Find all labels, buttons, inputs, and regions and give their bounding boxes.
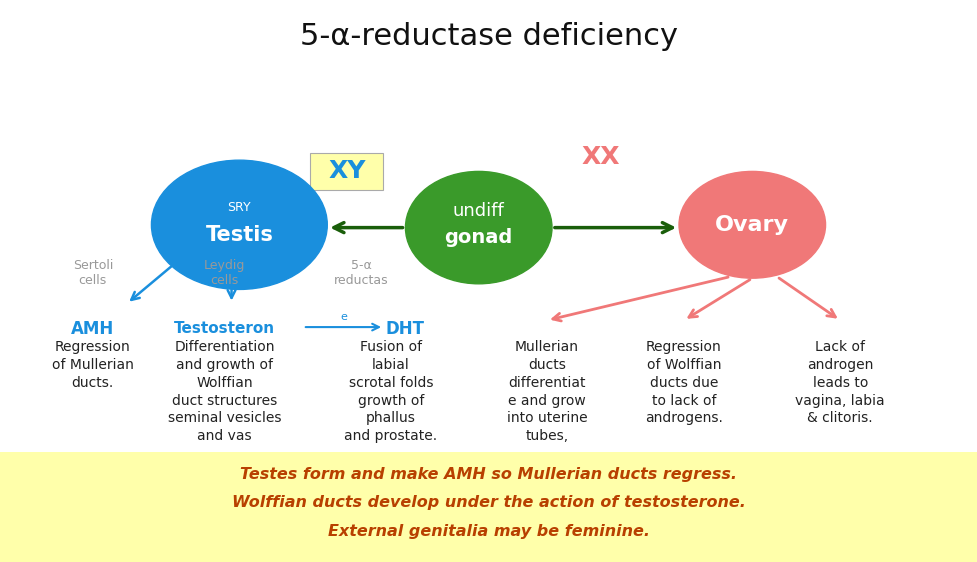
Text: gonad: gonad (445, 228, 513, 247)
Ellipse shape (679, 171, 826, 278)
Text: DHT: DHT (386, 320, 425, 338)
Text: Leydig
cells: Leydig cells (204, 259, 245, 287)
Text: Lack of
androgen
leads to
vagina, labia
& clitoris.: Lack of androgen leads to vagina, labia … (795, 340, 885, 425)
Text: e: e (340, 312, 347, 322)
Text: External genitalia may be feminine.: External genitalia may be feminine. (327, 524, 650, 538)
Text: 5-α
reductas: 5-α reductas (334, 259, 389, 287)
Text: Sertoli
cells: Sertoli cells (72, 259, 113, 287)
Text: Testis: Testis (205, 225, 274, 245)
Text: AMH: AMH (71, 320, 114, 338)
Text: Regression
of Wolffian
ducts due
to lack of
androgens.: Regression of Wolffian ducts due to lack… (645, 340, 723, 425)
FancyBboxPatch shape (311, 153, 383, 190)
Text: Mullerian
ducts
differentiat
e and grow
into uterine
tubes,: Mullerian ducts differentiat e and grow … (507, 340, 587, 443)
Ellipse shape (405, 171, 552, 284)
Text: XY: XY (328, 160, 365, 183)
Text: SRY: SRY (228, 201, 251, 215)
Ellipse shape (151, 160, 327, 289)
Text: Wolffian ducts develop under the action of testosterone.: Wolffian ducts develop under the action … (232, 496, 745, 510)
Text: undiff: undiff (453, 202, 504, 220)
Text: Regression
of Mullerian
ducts.: Regression of Mullerian ducts. (52, 340, 134, 389)
Text: Ovary: Ovary (715, 215, 789, 235)
FancyBboxPatch shape (0, 452, 977, 562)
Text: Testosteron: Testosteron (174, 321, 276, 336)
Text: XX: XX (581, 146, 620, 169)
Text: Differentiation
and growth of
Wolffian
duct structures
seminal vesicles
and vas: Differentiation and growth of Wolffian d… (168, 340, 281, 443)
Text: Fusion of
labial
scrotal folds
growth of
phallus
and prostate.: Fusion of labial scrotal folds growth of… (344, 340, 438, 443)
Text: Testes form and make AMH so Mullerian ducts regress.: Testes form and make AMH so Mullerian du… (240, 468, 737, 482)
Text: 5-α-reductase deficiency: 5-α-reductase deficiency (300, 22, 677, 51)
